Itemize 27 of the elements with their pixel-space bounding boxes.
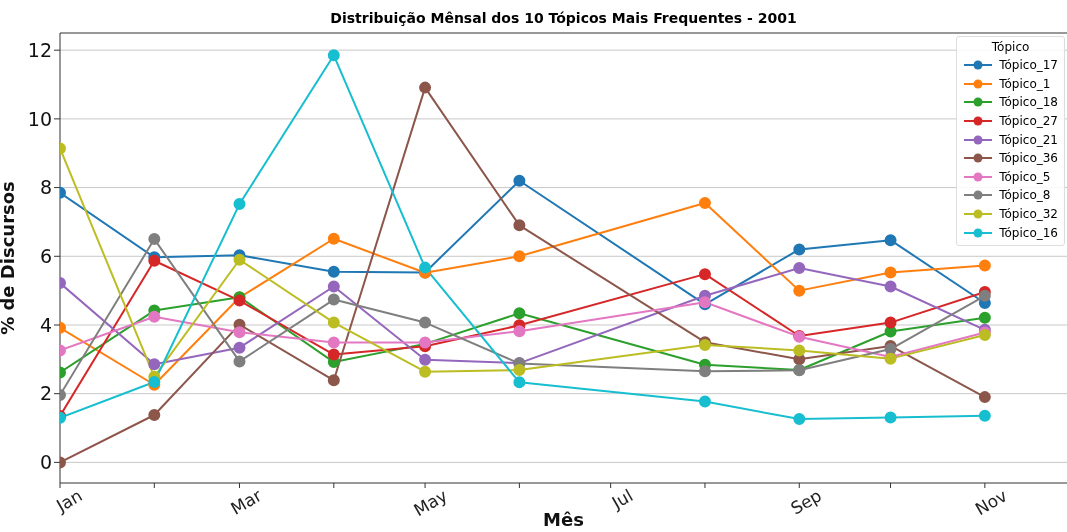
legend-label: Tópico_1	[999, 76, 1051, 91]
y-tick-label: 6	[39, 245, 52, 268]
legend-label: Tópico_32	[999, 207, 1058, 222]
y-tick-label: 4	[39, 313, 52, 336]
legend-label: Tópico_17	[999, 58, 1058, 73]
y-tick-label: 12	[27, 38, 52, 61]
x-tick-label: Jan	[52, 485, 86, 517]
legend-title: Tópico	[990, 40, 1031, 54]
x-tick-label: Sep	[787, 485, 825, 519]
x-tick-label: Jul	[607, 485, 637, 514]
chart-title: Distribuição Mênsal dos 10 Tópicos Mais Frequentes - 2001	[329, 10, 798, 26]
legend-label: Tópico_27	[999, 114, 1058, 129]
legend-label: Tópico_18	[999, 95, 1058, 110]
legend-label: Tópico_8	[999, 188, 1051, 203]
legend-label: Tópico_36	[999, 151, 1058, 166]
y-tick-label: 8	[39, 176, 52, 199]
x-tick-label: Nov	[971, 485, 1011, 520]
y-tick-label: 10	[27, 107, 52, 130]
x-axis-title: Mês	[543, 509, 584, 530]
y-tick-label: 2	[39, 382, 52, 405]
legend-label: Tópico_21	[999, 132, 1058, 147]
x-tick-label: May	[410, 485, 451, 521]
y-tick-label: 0	[39, 451, 52, 474]
legend-label: Tópico_5	[999, 169, 1051, 184]
y-axis-title: % de Discursos	[0, 181, 19, 335]
x-tick-label: Mar	[227, 485, 266, 519]
legend-label: Tópico_16	[999, 225, 1058, 240]
